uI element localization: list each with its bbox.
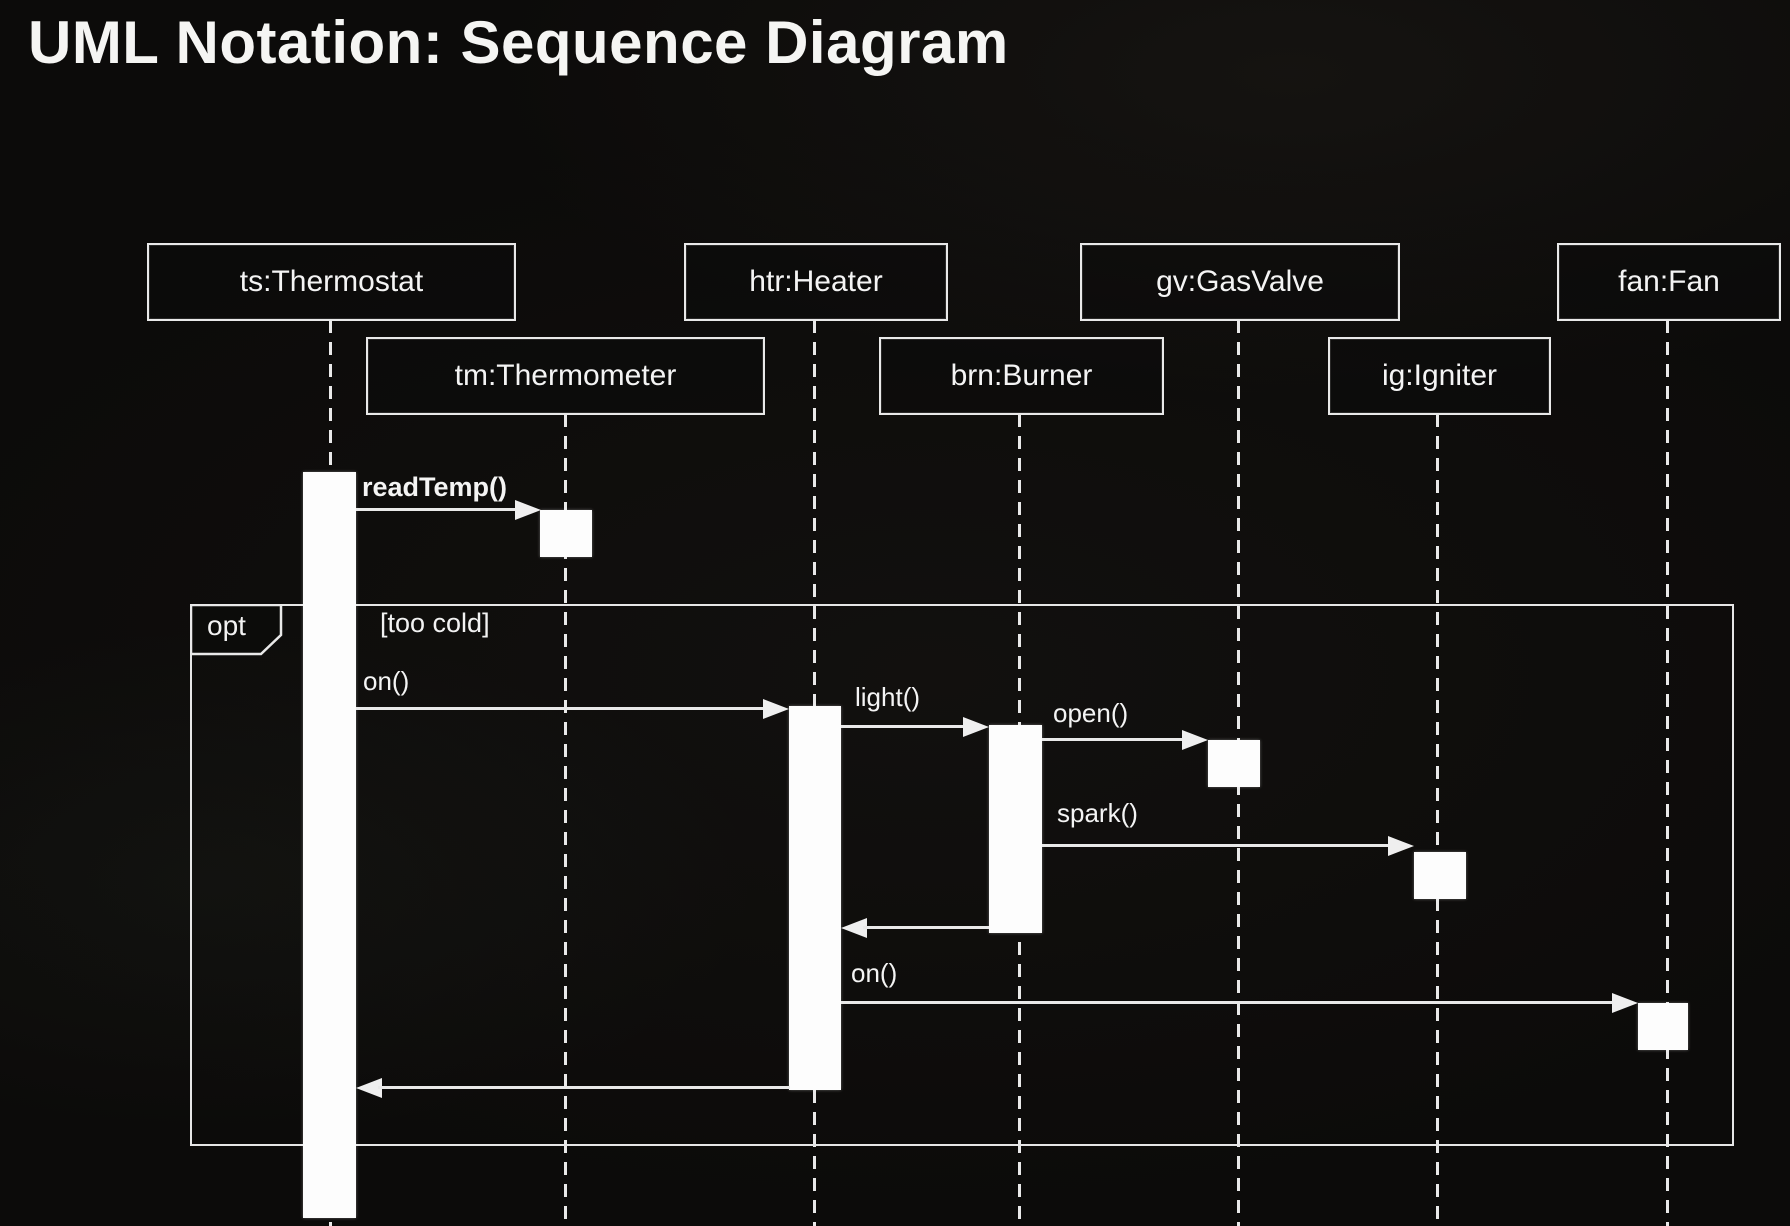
page-title: UML Notation: Sequence Diagram	[28, 9, 1009, 76]
arrowhead-right-icon	[1182, 730, 1208, 750]
lifeline-label-gv: gv:GasValve	[1156, 265, 1324, 298]
message-label-open: open()	[1053, 698, 1129, 728]
activation-ig	[1414, 852, 1466, 899]
lifeline-label-fan: fan:Fan	[1618, 265, 1720, 298]
arrowhead-left-icon	[841, 918, 867, 938]
message-line-spark	[1042, 844, 1388, 847]
message-line-on-fan	[841, 1001, 1614, 1004]
lifeline-label-htr: htr:Heater	[749, 265, 883, 298]
message-line-light	[841, 725, 965, 728]
lifeline-box-ig: ig:Igniter	[1328, 337, 1551, 415]
arrowhead-right-icon	[1612, 993, 1638, 1013]
message-label-light: light()	[855, 682, 921, 712]
opt-fragment-frame	[190, 604, 1734, 1146]
lifeline-label-ig: ig:Igniter	[1381, 359, 1498, 392]
lifeline-box-fan: fan:Fan	[1557, 243, 1781, 321]
guard-condition: [too cold]	[380, 608, 490, 638]
lifeline-label-ts: ts:Thermostat	[239, 265, 424, 298]
lifeline-ig	[1436, 414, 1439, 1226]
lifeline-box-htr: htr:Heater	[684, 243, 948, 321]
message-label-on-fan: on()	[851, 958, 898, 988]
activation-gv	[1208, 740, 1260, 787]
lifeline-box-brn: brn:Burner	[879, 337, 1164, 415]
message-line-readtemp	[356, 508, 517, 511]
message-label-spark: spark()	[1057, 798, 1138, 828]
message-line-on-heater	[356, 707, 765, 710]
arrowhead-right-icon	[1388, 836, 1414, 856]
activation-fan	[1638, 1003, 1688, 1050]
lifeline-box-gv: gv:GasValve	[1080, 243, 1400, 321]
lifeline-box-ts: ts:Thermostat	[147, 243, 516, 321]
lifeline-label-tm: tm:Thermometer	[454, 359, 677, 392]
arrowhead-right-icon	[963, 717, 989, 737]
arrowhead-left-icon	[356, 1078, 382, 1098]
message-line-open	[1042, 738, 1184, 741]
lifeline-label-brn: brn:Burner	[950, 359, 1093, 392]
opt-fragment-tab	[190, 604, 283, 656]
lifeline-box-tm: tm:Thermometer	[366, 337, 765, 415]
message-line-return-heater	[378, 1086, 790, 1089]
message-label-readtemp: readTemp()	[362, 472, 508, 502]
activation-brn	[989, 725, 1042, 933]
arrowhead-right-icon	[763, 699, 789, 719]
lifeline-tm	[564, 414, 567, 1226]
message-line-return-burner	[863, 926, 989, 929]
activation-ts	[303, 472, 356, 1218]
arrowhead-right-icon	[515, 500, 541, 520]
message-label-on-heater: on()	[363, 666, 410, 696]
lifeline-fan	[1666, 320, 1669, 1226]
activation-htr	[789, 706, 841, 1090]
opt-operator-label: opt	[207, 610, 246, 641]
activation-tm	[540, 510, 592, 557]
